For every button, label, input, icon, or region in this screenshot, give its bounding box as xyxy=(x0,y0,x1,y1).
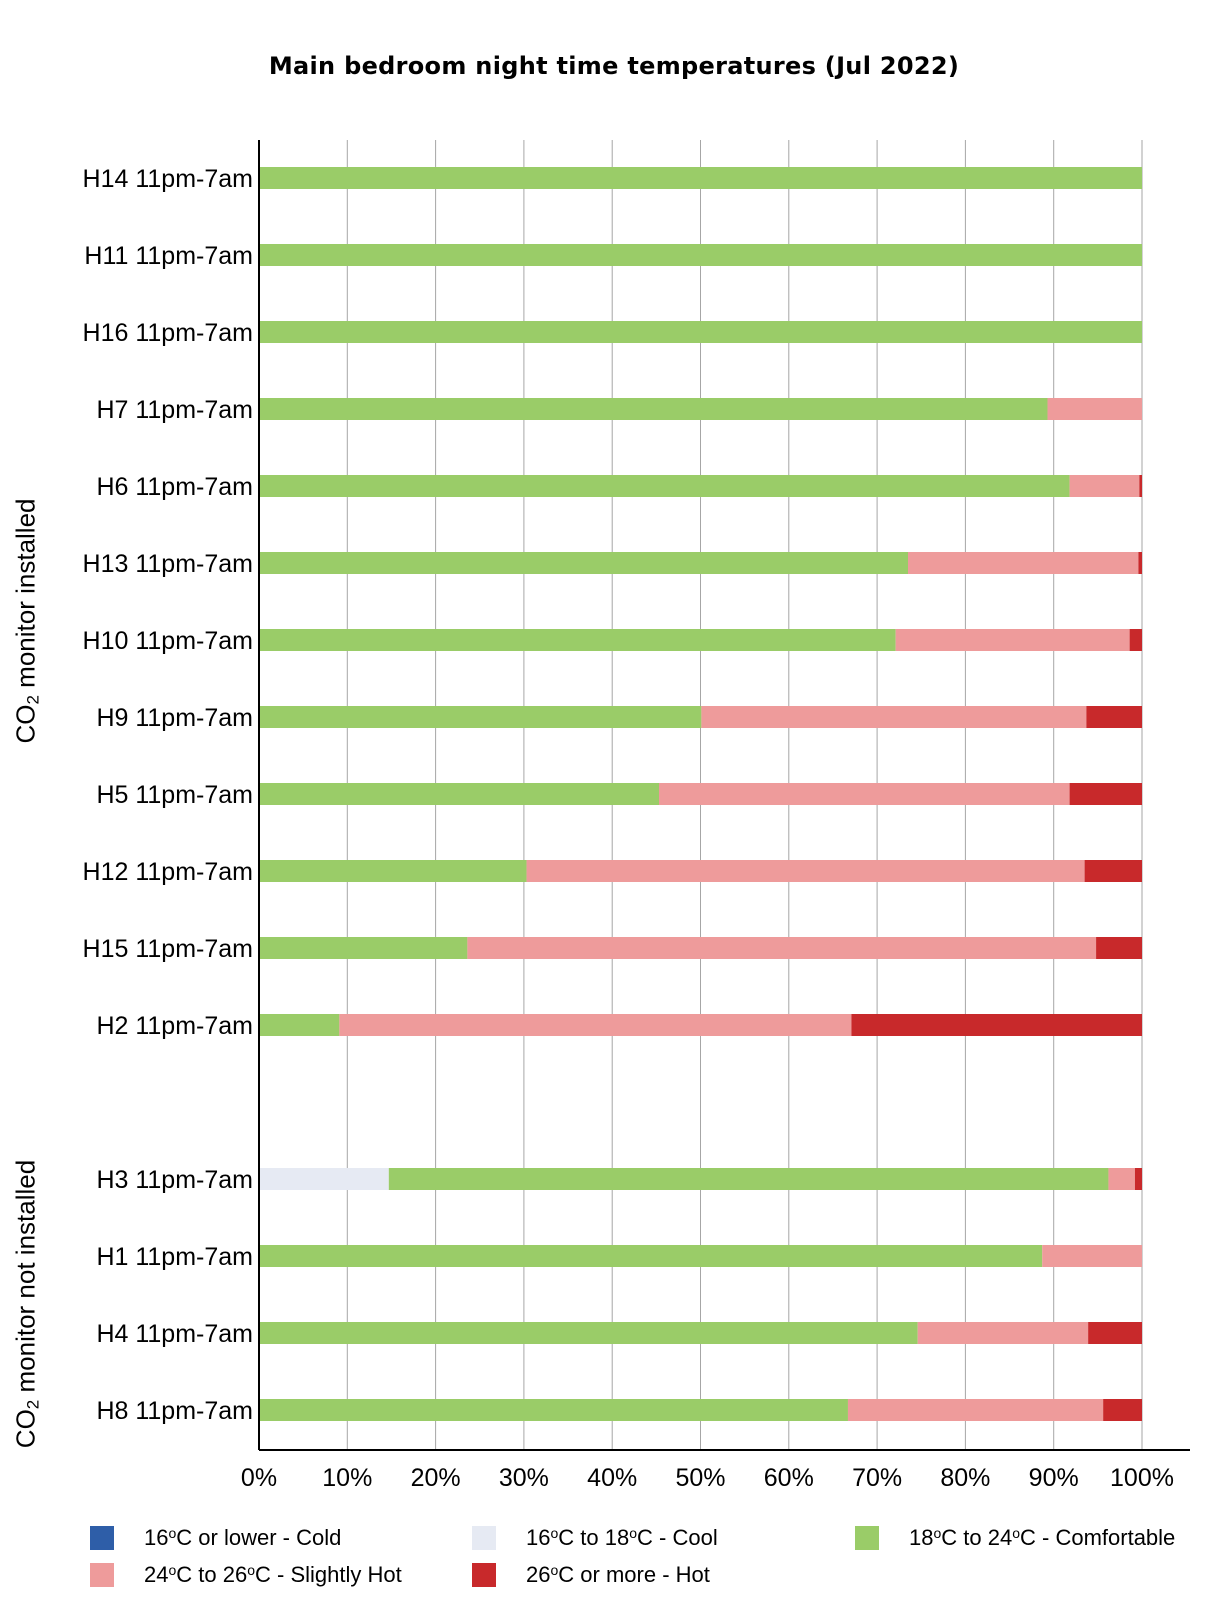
legend-item: 18oC to 24oC - Comfortable xyxy=(855,1525,1175,1551)
bar-segment xyxy=(1134,1168,1142,1190)
legend-label: 16oC to 18oC - Cool xyxy=(526,1525,718,1550)
bar-segment xyxy=(1047,398,1142,420)
bar-segment xyxy=(259,244,1142,266)
bar-segment xyxy=(1139,475,1142,497)
category-label: H12 11pm-7am xyxy=(83,858,253,886)
legend-item: 16oC to 18oC - Cool xyxy=(472,1525,718,1551)
category-label: H16 11pm-7am xyxy=(83,319,253,347)
legend: 16oC or lower - Cold 16oC to 18oC - Cool 1… xyxy=(0,1525,1228,1615)
legend-swatch xyxy=(472,1563,496,1587)
legend-label: 16oC or lower - Cold xyxy=(144,1525,342,1550)
bar-segment xyxy=(259,783,659,805)
bar-segment xyxy=(895,629,1130,651)
legend-swatch xyxy=(855,1526,879,1550)
x-tick-label: 90% xyxy=(1029,1464,1079,1492)
bar-segment xyxy=(259,860,527,882)
category-label: H8 11pm-7am xyxy=(96,1397,253,1425)
bar-segment xyxy=(259,1014,340,1036)
bar-segment xyxy=(1096,937,1142,959)
x-tick-label: 80% xyxy=(940,1464,990,1492)
x-tick-label: 30% xyxy=(499,1464,549,1492)
legend-item: 24oC to 26oC - Slightly Hot xyxy=(90,1562,402,1588)
bar-segment xyxy=(917,1322,1089,1344)
category-label: H15 11pm-7am xyxy=(83,935,253,963)
bar-segment xyxy=(847,1399,1104,1421)
bar-segment xyxy=(658,783,1070,805)
bar-segment xyxy=(1086,706,1142,728)
bar-segment xyxy=(1088,1322,1142,1344)
legend-item: 26oC or more - Hot xyxy=(472,1562,710,1588)
group-label: CO2 monitor installed xyxy=(10,497,43,744)
bar-segment xyxy=(1129,629,1142,651)
bar-segment xyxy=(1108,1168,1135,1190)
bar-segment xyxy=(1138,552,1142,574)
bar-segment xyxy=(1084,860,1142,882)
category-label: H6 11pm-7am xyxy=(96,473,253,501)
bar-segment xyxy=(339,1014,852,1036)
legend-swatch xyxy=(90,1563,114,1587)
bar-segment xyxy=(259,552,909,574)
legend-label: 24oC to 26oC - Slightly Hot xyxy=(144,1562,402,1587)
bar-segment xyxy=(259,1245,1043,1267)
category-label: H7 11pm-7am xyxy=(96,396,253,424)
plot-area: 0% 10% 20% 30% 40% 50% 60% 70% 80% 90% 100% H14 11p… xyxy=(83,140,1190,1492)
category-label: H14 11pm-7am xyxy=(83,165,253,193)
legend-swatch xyxy=(472,1526,496,1550)
category-label: H13 11pm-7am xyxy=(83,550,253,578)
category-label: H2 11pm-7am xyxy=(96,1012,253,1040)
legend-item: 16oC or lower - Cold xyxy=(90,1525,341,1551)
x-tick-label: 40% xyxy=(587,1464,637,1492)
x-tick-label: 20% xyxy=(411,1464,461,1492)
legend-label: 26oC or more - Hot xyxy=(526,1562,710,1587)
bar-segment xyxy=(467,937,1097,959)
bar-segment xyxy=(1103,1399,1142,1421)
legend-label: 18oC to 24oC - Comfortable xyxy=(909,1525,1176,1550)
category-label: H5 11pm-7am xyxy=(96,781,253,809)
x-tick-label: 0% xyxy=(241,1464,277,1492)
bar-segment xyxy=(259,321,1142,343)
chart-title: Main bedroom night time temperatures (Ju… xyxy=(268,52,960,80)
bar-segment xyxy=(259,1322,918,1344)
category-label: H10 11pm-7am xyxy=(83,627,253,655)
bar-segment xyxy=(259,937,468,959)
x-tick-label: 70% xyxy=(852,1464,902,1492)
x-tick-label: 100% xyxy=(1110,1464,1174,1492)
category-label: H9 11pm-7am xyxy=(96,704,253,732)
bar-segment xyxy=(259,398,1048,420)
bar-segment xyxy=(1042,1245,1142,1267)
category-label: H3 11pm-7am xyxy=(96,1166,253,1194)
x-tick-label: 50% xyxy=(675,1464,725,1492)
bar-segment xyxy=(259,1399,848,1421)
bar-segment xyxy=(526,860,1085,882)
bar-segment xyxy=(1069,783,1142,805)
bar-segment xyxy=(388,1168,1109,1190)
category-label: H1 11pm-7am xyxy=(96,1243,253,1271)
group-label: CO2 monitor not installed xyxy=(10,1159,43,1448)
legend-swatch xyxy=(90,1526,114,1550)
x-tick-label: 10% xyxy=(322,1464,372,1492)
bar-segment xyxy=(259,1168,389,1190)
bar-segment xyxy=(908,552,1139,574)
bar-segment xyxy=(259,475,1070,497)
category-label: H11 11pm-7am xyxy=(84,242,253,270)
bar-segment xyxy=(701,706,1087,728)
bar-segment xyxy=(1069,475,1140,497)
bar-segment xyxy=(259,629,896,651)
x-tick-label: 60% xyxy=(764,1464,814,1492)
bar-segment xyxy=(259,706,702,728)
bar-segment xyxy=(851,1014,1142,1036)
bar-segment xyxy=(259,167,1142,189)
category-label: H4 11pm-7am xyxy=(96,1320,253,1348)
